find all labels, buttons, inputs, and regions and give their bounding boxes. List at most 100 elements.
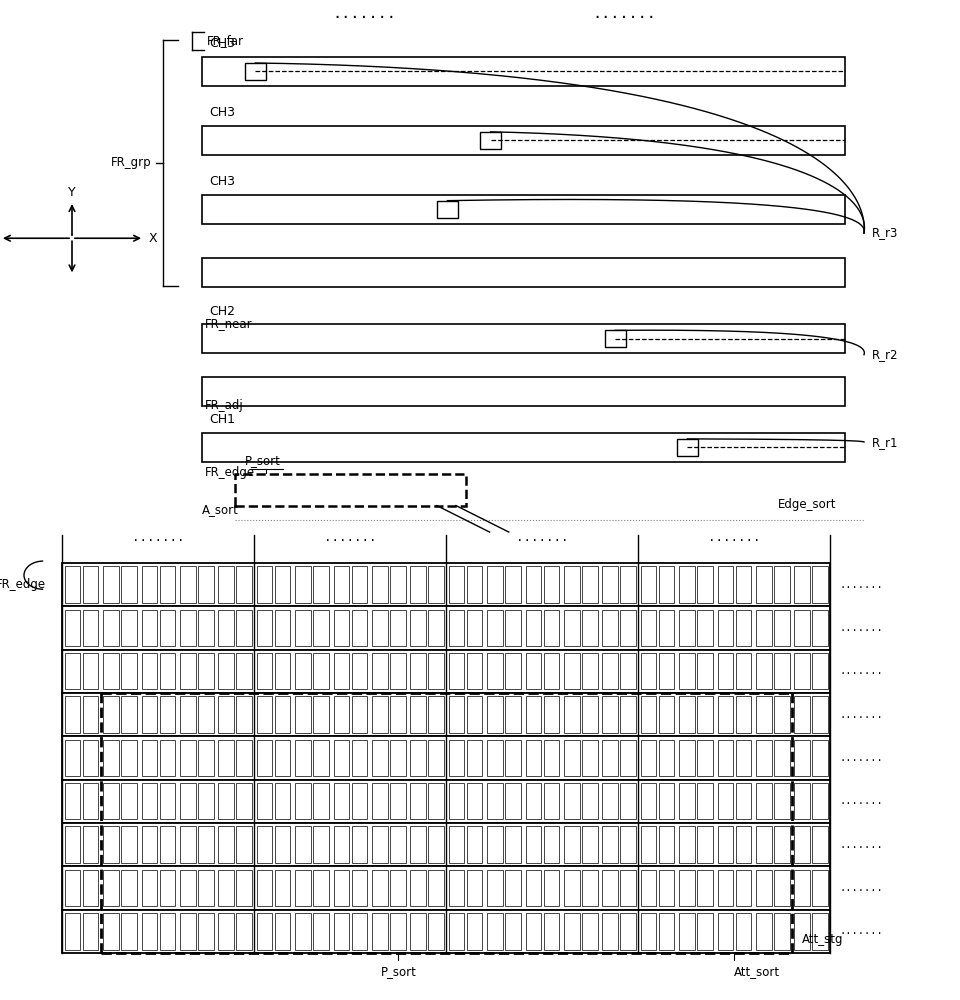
Bar bbox=[697, 653, 713, 689]
Bar bbox=[121, 870, 137, 906]
Bar bbox=[410, 653, 426, 689]
Bar bbox=[756, 826, 772, 863]
Bar bbox=[582, 826, 598, 863]
Bar bbox=[448, 783, 465, 819]
Bar bbox=[640, 566, 657, 603]
Bar bbox=[487, 783, 503, 819]
Bar bbox=[236, 696, 252, 733]
Bar bbox=[735, 566, 752, 603]
Bar bbox=[717, 913, 733, 950]
Bar bbox=[313, 566, 329, 603]
Bar bbox=[333, 913, 349, 950]
Bar bbox=[428, 696, 444, 733]
Bar bbox=[62, 693, 830, 736]
Bar bbox=[141, 740, 157, 776]
Bar bbox=[275, 870, 291, 906]
Bar bbox=[756, 740, 772, 776]
Bar bbox=[487, 913, 503, 950]
Bar bbox=[564, 870, 580, 906]
Bar bbox=[602, 870, 618, 906]
Text: .......: ....... bbox=[840, 926, 884, 936]
Bar bbox=[62, 910, 830, 953]
Bar bbox=[313, 610, 329, 646]
Bar bbox=[390, 696, 406, 733]
Bar bbox=[620, 566, 636, 603]
Text: .......: ....... bbox=[840, 580, 884, 590]
Bar bbox=[83, 653, 99, 689]
Bar bbox=[159, 783, 176, 819]
Text: R_r1: R_r1 bbox=[872, 436, 899, 449]
Bar bbox=[275, 826, 291, 863]
Bar bbox=[582, 740, 598, 776]
Text: .......: ....... bbox=[516, 531, 568, 544]
Bar bbox=[620, 740, 636, 776]
Bar bbox=[774, 566, 790, 603]
Bar bbox=[103, 913, 119, 950]
Bar bbox=[235, 474, 466, 506]
Bar bbox=[313, 870, 329, 906]
Bar bbox=[295, 610, 311, 646]
Bar bbox=[812, 696, 828, 733]
Bar bbox=[351, 826, 368, 863]
Bar bbox=[295, 740, 311, 776]
Bar bbox=[812, 870, 828, 906]
Text: .......: ....... bbox=[840, 623, 884, 633]
Bar bbox=[159, 870, 176, 906]
Bar bbox=[467, 826, 483, 863]
Text: .......: ....... bbox=[324, 531, 376, 544]
Text: .......: ....... bbox=[132, 531, 184, 544]
Text: FR_far: FR_far bbox=[206, 35, 244, 48]
Bar bbox=[756, 566, 772, 603]
Text: .......: ....... bbox=[333, 6, 396, 21]
Bar bbox=[333, 870, 349, 906]
Bar bbox=[141, 826, 157, 863]
Bar bbox=[410, 740, 426, 776]
Bar bbox=[64, 740, 81, 776]
Bar bbox=[141, 913, 157, 950]
Bar bbox=[697, 826, 713, 863]
Bar bbox=[198, 740, 214, 776]
Bar bbox=[679, 870, 695, 906]
Bar bbox=[62, 650, 830, 693]
Bar bbox=[812, 610, 828, 646]
Bar bbox=[180, 653, 196, 689]
Bar bbox=[697, 740, 713, 776]
Bar bbox=[448, 826, 465, 863]
Bar bbox=[659, 783, 675, 819]
Bar bbox=[410, 610, 426, 646]
Bar bbox=[103, 740, 119, 776]
Bar bbox=[717, 870, 733, 906]
Bar bbox=[141, 566, 157, 603]
Bar bbox=[103, 826, 119, 863]
Bar bbox=[467, 740, 483, 776]
Bar bbox=[505, 826, 521, 863]
Bar bbox=[735, 783, 752, 819]
Bar bbox=[602, 740, 618, 776]
Bar bbox=[679, 566, 695, 603]
Text: FR_grp: FR_grp bbox=[111, 156, 152, 169]
Bar bbox=[390, 913, 406, 950]
Bar bbox=[602, 783, 618, 819]
Bar bbox=[543, 826, 560, 863]
Bar bbox=[679, 740, 695, 776]
Bar bbox=[121, 610, 137, 646]
Bar bbox=[812, 740, 828, 776]
Bar bbox=[756, 913, 772, 950]
Bar bbox=[543, 566, 560, 603]
Bar bbox=[467, 870, 483, 906]
Bar bbox=[543, 913, 560, 950]
Bar bbox=[295, 913, 311, 950]
Bar bbox=[372, 653, 388, 689]
Bar bbox=[697, 696, 713, 733]
Bar bbox=[467, 566, 483, 603]
Bar bbox=[236, 826, 252, 863]
Bar bbox=[735, 610, 752, 646]
Bar bbox=[487, 870, 503, 906]
Bar bbox=[333, 610, 349, 646]
Bar bbox=[659, 740, 675, 776]
Bar bbox=[505, 870, 521, 906]
Bar bbox=[640, 610, 657, 646]
Bar bbox=[83, 740, 99, 776]
Bar bbox=[236, 566, 252, 603]
Text: X: X bbox=[149, 232, 157, 245]
